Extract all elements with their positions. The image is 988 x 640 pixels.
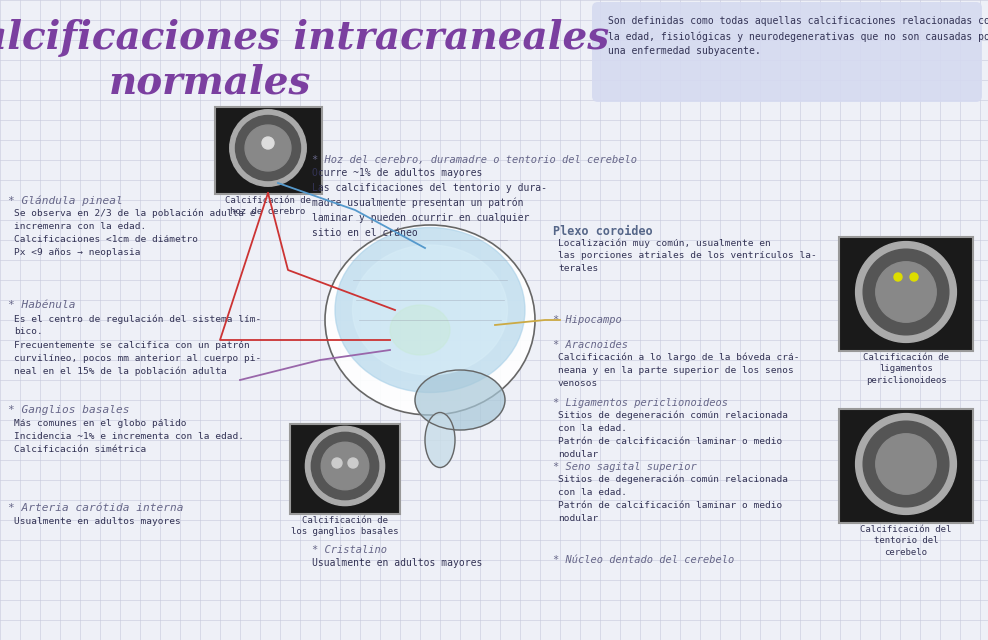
Ellipse shape <box>390 305 450 355</box>
Circle shape <box>305 426 384 506</box>
FancyBboxPatch shape <box>839 237 973 351</box>
Circle shape <box>311 433 378 500</box>
Circle shape <box>875 262 937 323</box>
Text: Más comunes en el globo pálido
Incidencia ~1% e incrementa con la edad.
Calcific: Más comunes en el globo pálido Incidenci… <box>14 419 244 454</box>
Text: * Ganglios basales: * Ganglios basales <box>8 405 129 415</box>
FancyBboxPatch shape <box>290 424 400 514</box>
FancyBboxPatch shape <box>215 107 322 194</box>
Text: * Hoz del cerebro, duramadre o tentorio del cerebelo: * Hoz del cerebro, duramadre o tentorio … <box>312 155 637 165</box>
Circle shape <box>245 125 290 171</box>
Text: Es el centro de regulación del sistema lím-
bico.
Frecuentemente se calcifica co: Es el centro de regulación del sistema l… <box>14 314 261 376</box>
Text: Son definidas como todas aquellas calcificaciones relacionadas con
la edad, fisi: Son definidas como todas aquellas calcif… <box>608 16 988 56</box>
Ellipse shape <box>353 245 508 375</box>
Circle shape <box>332 458 342 468</box>
Text: Localización muy común, usualmente en
las porciones atriales de los ventrículos : Localización muy común, usualmente en la… <box>558 238 817 273</box>
Circle shape <box>856 413 956 515</box>
Text: Calcificaciones intracraneales: Calcificaciones intracraneales <box>0 19 609 57</box>
Circle shape <box>910 273 918 281</box>
Text: * Seno sagital superior: * Seno sagital superior <box>553 462 697 472</box>
Circle shape <box>230 109 306 186</box>
Text: Sitios de degeneración común relacionada
con la edad.
Patrón de calcificación la: Sitios de degeneración común relacionada… <box>558 475 788 523</box>
Circle shape <box>348 458 358 468</box>
Text: Usualmente en adultos mayores: Usualmente en adultos mayores <box>14 517 181 526</box>
Text: Calcificación de
ligamentos
periclionoideos: Calcificación de ligamentos periclionoid… <box>863 353 949 385</box>
Text: * Hipocampo: * Hipocampo <box>553 315 621 325</box>
Text: Calcificación de
hoz de cerebro: Calcificación de hoz de cerebro <box>225 196 311 216</box>
Circle shape <box>894 273 902 281</box>
Circle shape <box>235 115 300 180</box>
Text: * Habénula: * Habénula <box>8 300 75 310</box>
Ellipse shape <box>335 227 525 392</box>
Text: * Núcleo dentado del cerebelo: * Núcleo dentado del cerebelo <box>553 555 734 565</box>
Text: * Aracnoides: * Aracnoides <box>553 340 628 350</box>
Text: normales: normales <box>109 63 311 101</box>
Circle shape <box>875 434 937 494</box>
FancyBboxPatch shape <box>839 409 973 523</box>
Text: * Ligamentos periclionoideos: * Ligamentos periclionoideos <box>553 398 728 408</box>
Text: Calcificación a lo largo de la bóveda crá-
neana y en la parte superior de los s: Calcificación a lo largo de la bóveda cr… <box>558 353 799 388</box>
Circle shape <box>262 137 274 149</box>
Circle shape <box>864 421 948 507</box>
Text: Usualmente en adultos mayores: Usualmente en adultos mayores <box>312 558 482 568</box>
Circle shape <box>321 442 369 490</box>
Text: Sitios de degeneración común relacionada
con la edad.
Patrón de calcificación la: Sitios de degeneración común relacionada… <box>558 411 788 459</box>
Text: * Cristalino: * Cristalino <box>312 545 387 555</box>
Ellipse shape <box>325 225 535 415</box>
Text: * Arteria carótida interna: * Arteria carótida interna <box>8 503 184 513</box>
FancyBboxPatch shape <box>592 2 982 102</box>
Text: Ocurre ~1% de adultos mayores
Las calcificaciones del tentorio y dura-
madre usu: Ocurre ~1% de adultos mayores Las calcif… <box>312 168 547 238</box>
Text: Se observa en 2/3 de la población adulta e
incremenra con la edad.
Calcificacion: Se observa en 2/3 de la población adulta… <box>14 209 256 257</box>
Text: Calcificación del
tentorio del
cerebelo: Calcificación del tentorio del cerebelo <box>861 525 951 557</box>
Text: Plexo coroideo: Plexo coroideo <box>553 225 653 238</box>
Ellipse shape <box>415 370 505 430</box>
Text: Calcificación de
los ganglios basales: Calcificación de los ganglios basales <box>291 516 399 536</box>
Circle shape <box>856 241 956 342</box>
Ellipse shape <box>425 413 455 467</box>
Text: * Glándula pineal: * Glándula pineal <box>8 195 123 205</box>
Circle shape <box>864 249 948 335</box>
